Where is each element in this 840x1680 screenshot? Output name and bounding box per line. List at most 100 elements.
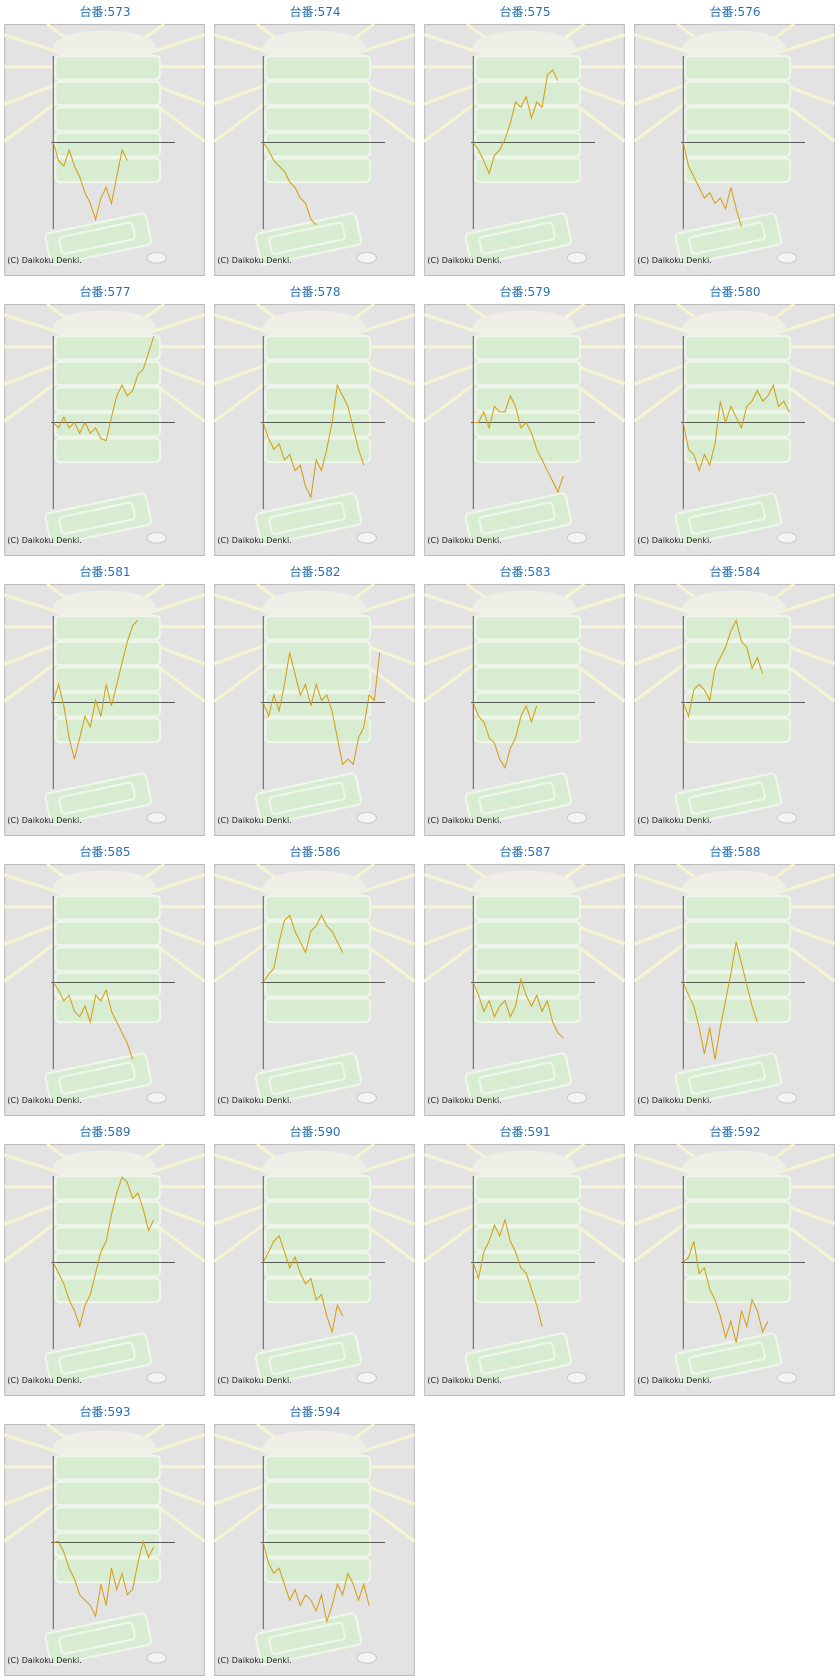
graph-line xyxy=(52,335,155,442)
copyright: (C) Daikoku Denki. xyxy=(637,256,711,265)
graph-panel: (C) Daikoku Denki. xyxy=(4,24,205,276)
machine-title: 台番:586 xyxy=(289,845,341,859)
graph-line xyxy=(682,618,764,719)
graph-line xyxy=(53,1539,155,1618)
panel-background xyxy=(214,304,415,556)
machine-title: 台番:590 xyxy=(289,1125,341,1139)
graph-line xyxy=(472,1217,543,1327)
graph-panel: (C) Daikoku Denki. xyxy=(4,1144,205,1396)
graph-line xyxy=(262,1542,370,1624)
machine-title: 台番:580 xyxy=(709,285,761,299)
copyright: (C) Daikoku Denki. xyxy=(217,1096,291,1105)
panel-background xyxy=(424,304,625,556)
graph-panel: (C) Daikoku Denki. xyxy=(214,24,415,276)
graph-panel: (C) Daikoku Denki. xyxy=(4,304,205,556)
copyright: (C) Daikoku Denki. xyxy=(217,1656,291,1665)
graph-panel: (C) Daikoku Denki. xyxy=(4,864,205,1116)
machine-title: 台番:587 xyxy=(499,845,551,859)
machine-title: 台番:583 xyxy=(499,565,551,579)
panel-background xyxy=(4,24,205,276)
copyright: (C) Daikoku Denki. xyxy=(7,816,81,825)
graph-line xyxy=(262,1234,344,1335)
copyright: (C) Daikoku Denki. xyxy=(7,1096,81,1105)
graph-line xyxy=(262,914,344,983)
panel-background xyxy=(214,24,415,276)
graph-line xyxy=(682,142,742,228)
graph-panel: (C) Daikoku Denki. xyxy=(214,304,415,556)
panel-background xyxy=(634,1144,835,1396)
graph-panel: (C) Daikoku Denki. xyxy=(4,584,205,836)
machine-title: 台番:584 xyxy=(709,565,761,579)
graph-cell: 台番:582 (C) Daikoku Denki. xyxy=(210,560,420,840)
graph-line xyxy=(473,394,564,494)
graph-cell: 台番:575 (C) Daikoku Denki. xyxy=(420,0,630,280)
copyright: (C) Daikoku Denki. xyxy=(427,1096,501,1105)
graph-line xyxy=(52,619,139,760)
panel-background xyxy=(634,24,835,276)
graph-panel: (C) Daikoku Denki. xyxy=(634,1144,835,1396)
graph-panel: (C) Daikoku Denki. xyxy=(214,864,415,1116)
machine-title: 台番:579 xyxy=(499,285,551,299)
machine-title: 台番:581 xyxy=(79,565,131,579)
panel-background xyxy=(214,1144,415,1396)
graph-line xyxy=(262,383,365,500)
panel-background xyxy=(4,864,205,1116)
graph-panel: (C) Daikoku Denki. xyxy=(214,1424,415,1676)
graph-cell: 台番:589 (C) Daikoku Denki. xyxy=(0,1120,210,1400)
machine-title: 台番:592 xyxy=(709,1125,761,1139)
graph-cell: 台番:576 (C) Daikoku Denki. xyxy=(630,0,840,280)
panel-background xyxy=(634,584,835,836)
graph-line xyxy=(472,977,564,1039)
graph-cell: 台番:594 (C) Daikoku Denki. xyxy=(210,1400,420,1680)
machine-title: 台番:575 xyxy=(499,5,551,19)
graph-cell: 台番:577 (C) Daikoku Denki. xyxy=(0,280,210,560)
graph-panel: (C) Daikoku Denki. xyxy=(4,1424,205,1676)
panel-background xyxy=(424,24,625,276)
graph-cell: 台番:573 (C) Daikoku Denki. xyxy=(0,0,210,280)
copyright: (C) Daikoku Denki. xyxy=(7,1656,81,1665)
graph-cell: 台番:593 (C) Daikoku Denki. xyxy=(0,1400,210,1680)
graph-cell: 台番:580 (C) Daikoku Denki. xyxy=(630,280,840,560)
copyright: (C) Daikoku Denki. xyxy=(427,256,501,265)
panel-background xyxy=(424,1144,625,1396)
machine-title: 台番:573 xyxy=(79,5,131,19)
graph-line xyxy=(262,142,317,226)
graph-panel: (C) Daikoku Denki. xyxy=(424,304,625,556)
graph-cell: 台番:583 (C) Daikoku Denki. xyxy=(420,560,630,840)
copyright: (C) Daikoku Denki. xyxy=(637,1376,711,1385)
graph-line xyxy=(52,142,128,222)
machine-title: 台番:585 xyxy=(79,845,131,859)
machine-title: 台番:594 xyxy=(289,1405,341,1419)
copyright: (C) Daikoku Denki. xyxy=(7,536,81,545)
copyright: (C) Daikoku Denki. xyxy=(7,1376,81,1385)
graph-cell: 台番:590 (C) Daikoku Denki. xyxy=(210,1120,420,1400)
machine-title: 台番:582 xyxy=(289,565,341,579)
graph-cell: 台番:581 (C) Daikoku Denki. xyxy=(0,560,210,840)
graph-line xyxy=(682,941,758,1060)
graph-line xyxy=(682,1241,769,1343)
copyright: (C) Daikoku Denki. xyxy=(427,536,501,545)
machine-title: 台番:574 xyxy=(289,5,341,19)
copyright: (C) Daikoku Denki. xyxy=(427,1376,501,1385)
graph-line xyxy=(52,1176,155,1329)
copyright: (C) Daikoku Denki. xyxy=(217,816,291,825)
panel-background xyxy=(634,864,835,1116)
graph-line xyxy=(472,69,559,176)
machine-title: 台番:591 xyxy=(499,1125,551,1139)
panel-background xyxy=(634,304,835,556)
graph-panel: (C) Daikoku Denki. xyxy=(634,584,835,836)
machine-title: 台番:578 xyxy=(289,285,341,299)
panel-background xyxy=(214,864,415,1116)
graph-line xyxy=(682,383,790,473)
graph-panel: (C) Daikoku Denki. xyxy=(424,1144,625,1396)
panel-background xyxy=(4,1144,205,1396)
panel-background xyxy=(4,304,205,556)
graph-line xyxy=(472,702,538,769)
graph-panel: (C) Daikoku Denki. xyxy=(214,1144,415,1396)
copyright: (C) Daikoku Denki. xyxy=(217,536,291,545)
panel-background xyxy=(4,1424,205,1676)
copyright: (C) Daikoku Denki. xyxy=(427,816,501,825)
panel-background xyxy=(4,584,205,836)
